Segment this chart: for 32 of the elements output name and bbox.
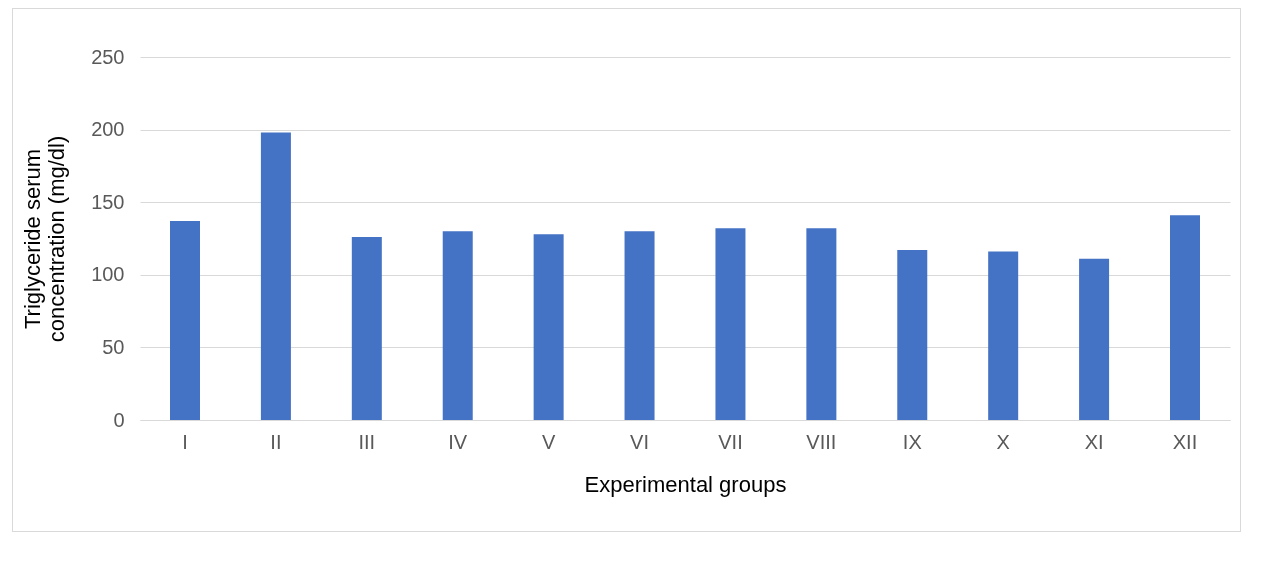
x-tick-label: II bbox=[270, 430, 282, 453]
x-tick-label: VII bbox=[718, 430, 743, 453]
x-tick-label: III bbox=[358, 430, 376, 453]
x-tick-label: I bbox=[182, 430, 188, 453]
x-tick-label: XI bbox=[1084, 430, 1104, 453]
x-tick-label: IX bbox=[902, 430, 922, 453]
x-axis-title: Experimental groups bbox=[584, 471, 787, 497]
bar bbox=[988, 251, 1019, 420]
bar bbox=[1079, 258, 1110, 420]
y-tick-label: 0 bbox=[113, 408, 125, 431]
y-tick-label: 100 bbox=[91, 263, 125, 286]
bar bbox=[533, 234, 564, 420]
y-tick-label: 200 bbox=[91, 118, 125, 141]
y-tick-label: 150 bbox=[91, 190, 125, 213]
bar bbox=[351, 237, 382, 420]
x-tick-label: X bbox=[996, 430, 1010, 453]
bar bbox=[715, 228, 746, 420]
y-axis-title: Triglyceride serum concentration (mg/dl) bbox=[20, 135, 70, 343]
x-tick-label: VI bbox=[630, 430, 649, 453]
bar bbox=[624, 231, 655, 420]
y-tick-label: 50 bbox=[102, 335, 125, 358]
bar bbox=[170, 221, 200, 420]
bar bbox=[1170, 215, 1200, 420]
bar bbox=[897, 250, 928, 420]
y-tick-label: 250 bbox=[91, 45, 125, 68]
x-tick-label: IV bbox=[448, 430, 468, 453]
bar bbox=[442, 231, 473, 420]
bar bbox=[260, 132, 291, 420]
x-tick-label: VIII bbox=[806, 430, 837, 453]
bar bbox=[806, 228, 837, 420]
x-tick-label: XII bbox=[1172, 430, 1198, 453]
x-tick-label: V bbox=[541, 430, 556, 453]
